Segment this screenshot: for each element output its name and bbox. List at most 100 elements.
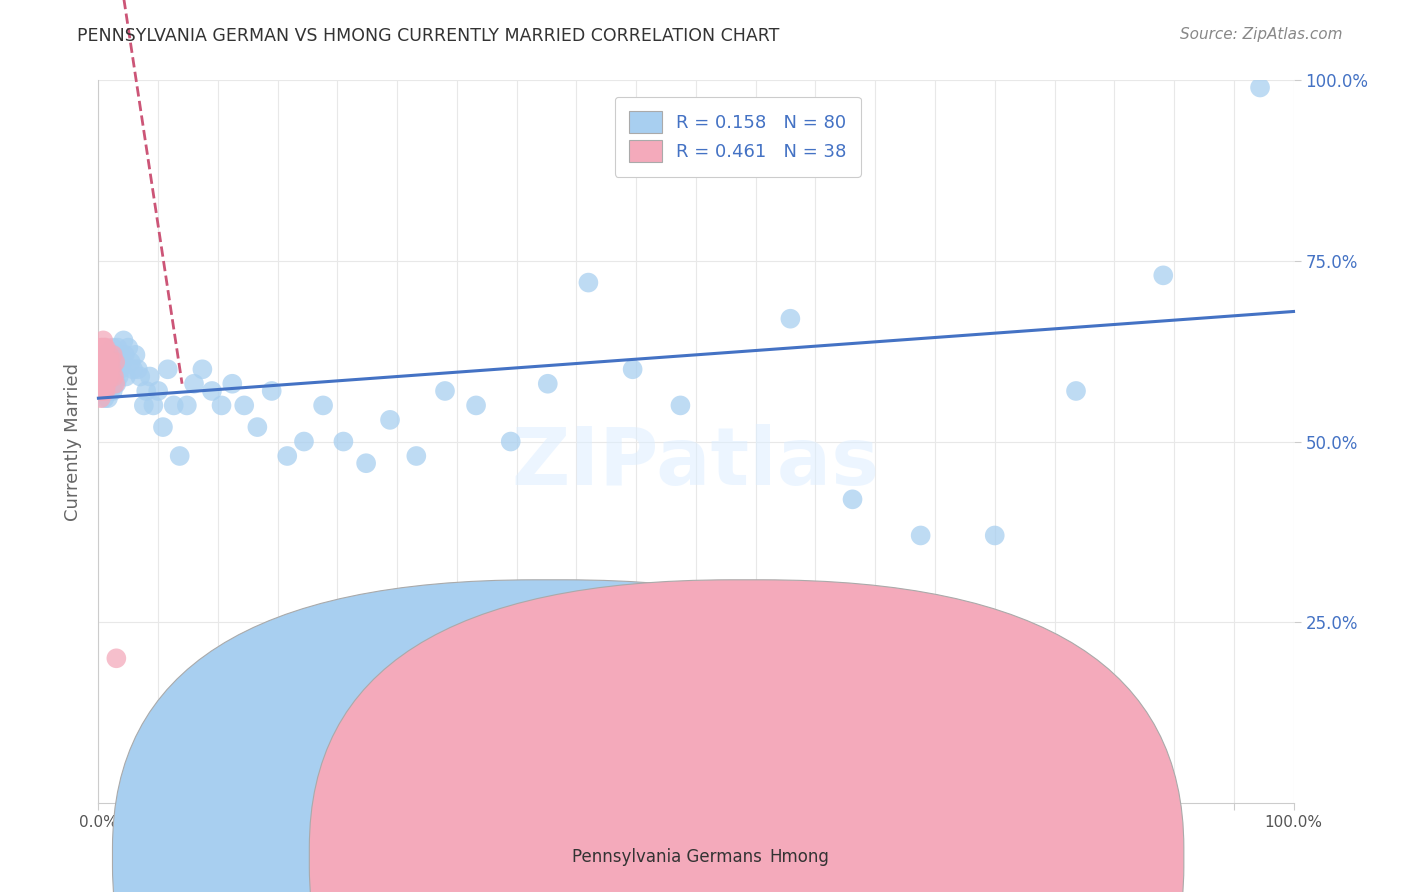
Point	[98, 369, 122, 384]
Point	[91, 334, 114, 348]
Point	[89, 376, 111, 391]
Point	[91, 355, 114, 369]
Point	[111, 355, 134, 369]
Point	[115, 369, 138, 384]
Point	[312, 398, 335, 412]
Point	[90, 369, 112, 384]
Point	[176, 398, 198, 412]
Point	[156, 362, 179, 376]
Point	[94, 384, 117, 398]
Point	[91, 369, 114, 384]
Point	[148, 384, 170, 398]
Point	[91, 376, 114, 391]
Point	[97, 376, 120, 391]
Point	[93, 348, 115, 362]
Point	[621, 362, 644, 376]
Point	[191, 362, 214, 376]
Point	[93, 384, 115, 398]
Point	[332, 434, 354, 449]
Point	[135, 384, 157, 398]
Point	[221, 376, 243, 391]
Point	[233, 398, 256, 412]
Point	[405, 449, 427, 463]
Point	[779, 311, 801, 326]
Point	[292, 434, 315, 449]
Point	[127, 362, 149, 376]
Point	[93, 369, 115, 384]
Point	[98, 348, 121, 362]
Point	[97, 369, 120, 384]
Point	[110, 348, 132, 362]
Point	[499, 434, 522, 449]
Point	[122, 362, 145, 376]
Point	[537, 376, 560, 391]
Point	[91, 384, 114, 398]
Point	[169, 449, 191, 463]
Point	[354, 456, 377, 470]
Point	[98, 362, 121, 376]
Point	[96, 384, 118, 398]
Point	[94, 355, 117, 369]
Point	[97, 362, 120, 376]
Point	[117, 341, 139, 355]
Point	[108, 362, 131, 376]
Point	[152, 420, 174, 434]
Point	[100, 362, 122, 376]
Point	[105, 376, 128, 391]
Point	[96, 355, 118, 369]
Point	[183, 376, 205, 391]
Point	[104, 376, 127, 391]
Point	[669, 398, 692, 412]
Point	[97, 391, 120, 405]
Point	[114, 348, 136, 362]
Point	[100, 369, 122, 384]
Text: PENNSYLVANIA GERMAN VS HMONG CURRENTLY MARRIED CORRELATION CHART: PENNSYLVANIA GERMAN VS HMONG CURRENTLY M…	[77, 27, 780, 45]
Point	[129, 369, 152, 384]
Point	[91, 362, 114, 376]
Point	[94, 341, 117, 355]
Text: Hmong: Hmong	[769, 848, 830, 866]
Point	[1152, 268, 1174, 283]
Point	[93, 341, 115, 355]
Point	[211, 398, 233, 412]
Point	[90, 384, 112, 398]
Point	[841, 492, 863, 507]
Point	[94, 384, 117, 398]
Point	[101, 348, 124, 362]
Point	[91, 362, 114, 376]
Point	[97, 355, 120, 369]
Point	[112, 334, 135, 348]
Point	[101, 341, 124, 355]
Point	[103, 362, 125, 376]
Point	[91, 341, 114, 355]
Point	[90, 391, 112, 405]
Point	[93, 355, 115, 369]
Point	[910, 528, 932, 542]
Point	[91, 384, 114, 398]
Point	[96, 362, 118, 376]
Point	[378, 413, 401, 427]
Point	[98, 362, 122, 376]
Point	[98, 355, 121, 369]
Point	[124, 348, 146, 362]
Point	[434, 384, 457, 398]
Point	[100, 348, 122, 362]
Y-axis label: Currently Married: Currently Married	[65, 362, 83, 521]
Text: Pennsylvania Germans: Pennsylvania Germans	[572, 848, 762, 866]
Point	[89, 362, 111, 376]
Point	[91, 348, 114, 362]
Point	[107, 341, 129, 355]
Text: ZIPatlas: ZIPatlas	[512, 425, 880, 502]
Point	[93, 391, 115, 405]
Text: Source: ZipAtlas.com: Source: ZipAtlas.com	[1180, 27, 1343, 42]
Point	[104, 355, 127, 369]
Point	[105, 348, 128, 362]
Point	[578, 276, 600, 290]
Point	[105, 651, 128, 665]
Point	[98, 355, 122, 369]
Point	[91, 376, 114, 391]
Legend: R = 0.158   N = 80, R = 0.461   N = 38: R = 0.158 N = 80, R = 0.461 N = 38	[614, 96, 860, 177]
Point	[90, 355, 112, 369]
Point	[984, 528, 1007, 542]
Point	[98, 369, 121, 384]
